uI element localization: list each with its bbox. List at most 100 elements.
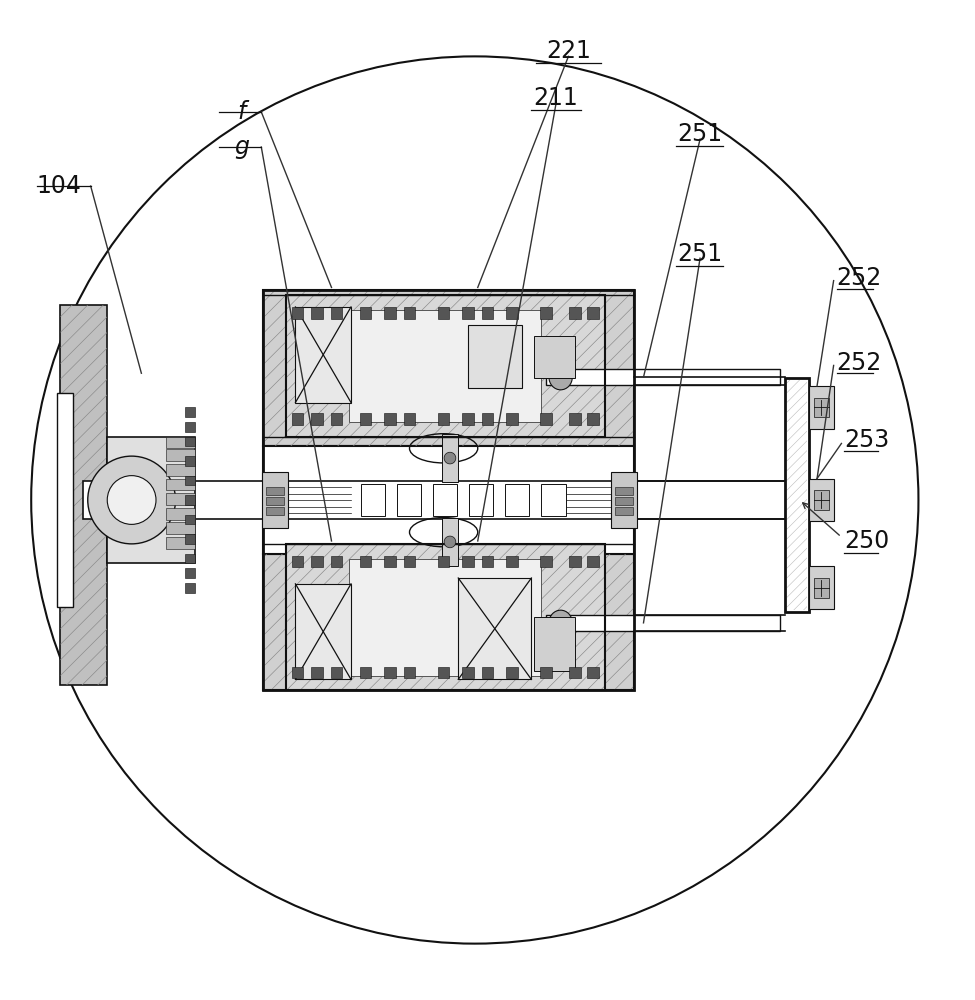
- Polygon shape: [569, 667, 581, 678]
- Polygon shape: [185, 583, 195, 593]
- Polygon shape: [462, 556, 474, 567]
- Polygon shape: [166, 522, 195, 534]
- Polygon shape: [814, 578, 829, 598]
- Polygon shape: [107, 437, 195, 563]
- Polygon shape: [438, 307, 449, 319]
- Polygon shape: [534, 336, 575, 378]
- Polygon shape: [185, 456, 195, 466]
- Polygon shape: [292, 667, 303, 678]
- Polygon shape: [286, 544, 604, 690]
- Polygon shape: [809, 479, 834, 521]
- Polygon shape: [482, 667, 493, 678]
- Polygon shape: [468, 324, 522, 388]
- Polygon shape: [506, 556, 518, 567]
- Polygon shape: [587, 413, 599, 425]
- Polygon shape: [166, 537, 195, 549]
- Polygon shape: [540, 556, 552, 567]
- Polygon shape: [185, 554, 195, 563]
- Polygon shape: [331, 307, 342, 319]
- Polygon shape: [611, 472, 637, 528]
- Polygon shape: [814, 490, 829, 510]
- Polygon shape: [569, 307, 581, 319]
- Polygon shape: [809, 566, 834, 609]
- Polygon shape: [311, 556, 323, 567]
- Polygon shape: [60, 305, 107, 685]
- Polygon shape: [263, 554, 634, 690]
- Polygon shape: [785, 378, 809, 612]
- Text: 252: 252: [837, 351, 881, 375]
- Polygon shape: [185, 422, 195, 432]
- Circle shape: [445, 536, 456, 548]
- Polygon shape: [587, 307, 599, 319]
- Polygon shape: [295, 584, 351, 679]
- Polygon shape: [286, 295, 604, 437]
- Polygon shape: [349, 558, 541, 676]
- Polygon shape: [462, 307, 474, 319]
- Polygon shape: [361, 484, 385, 516]
- Text: 253: 253: [844, 428, 889, 452]
- Polygon shape: [404, 307, 415, 319]
- Polygon shape: [569, 413, 581, 425]
- Text: 250: 250: [844, 529, 889, 553]
- Polygon shape: [262, 472, 288, 528]
- Polygon shape: [166, 464, 195, 476]
- Polygon shape: [546, 369, 780, 385]
- Polygon shape: [292, 307, 303, 319]
- Polygon shape: [331, 556, 342, 567]
- Polygon shape: [384, 556, 396, 567]
- Polygon shape: [458, 578, 531, 679]
- Polygon shape: [482, 307, 493, 319]
- Polygon shape: [506, 307, 518, 319]
- Polygon shape: [185, 568, 195, 578]
- Polygon shape: [587, 667, 599, 678]
- Polygon shape: [266, 487, 284, 495]
- Polygon shape: [292, 556, 303, 567]
- Polygon shape: [397, 484, 421, 516]
- Polygon shape: [534, 617, 575, 671]
- Circle shape: [445, 452, 456, 464]
- Polygon shape: [360, 413, 371, 425]
- Polygon shape: [546, 615, 780, 631]
- Text: f: f: [238, 100, 246, 124]
- Polygon shape: [541, 484, 565, 516]
- Polygon shape: [438, 556, 449, 567]
- Polygon shape: [185, 515, 195, 524]
- Polygon shape: [384, 413, 396, 425]
- Polygon shape: [469, 484, 493, 516]
- Polygon shape: [266, 507, 284, 515]
- Polygon shape: [615, 507, 633, 515]
- Polygon shape: [83, 481, 790, 519]
- Circle shape: [88, 456, 176, 544]
- Polygon shape: [331, 667, 342, 678]
- Polygon shape: [331, 413, 342, 425]
- Text: 104: 104: [36, 174, 81, 198]
- Text: 251: 251: [678, 242, 722, 266]
- Polygon shape: [360, 667, 371, 678]
- Polygon shape: [442, 518, 458, 566]
- Polygon shape: [185, 495, 195, 505]
- Polygon shape: [505, 484, 529, 516]
- Text: 221: 221: [546, 39, 591, 64]
- Polygon shape: [814, 398, 829, 417]
- Polygon shape: [587, 556, 599, 567]
- Polygon shape: [442, 434, 458, 482]
- Polygon shape: [404, 413, 415, 425]
- Polygon shape: [166, 479, 195, 490]
- Polygon shape: [438, 413, 449, 425]
- Polygon shape: [166, 449, 195, 461]
- Text: 211: 211: [533, 86, 578, 110]
- Polygon shape: [360, 307, 371, 319]
- Polygon shape: [166, 493, 195, 505]
- Polygon shape: [404, 556, 415, 567]
- Polygon shape: [384, 667, 396, 678]
- Polygon shape: [462, 667, 474, 678]
- Ellipse shape: [549, 610, 572, 636]
- Polygon shape: [185, 476, 195, 485]
- Polygon shape: [185, 407, 195, 417]
- Text: 251: 251: [678, 122, 722, 146]
- Polygon shape: [482, 556, 493, 567]
- Polygon shape: [57, 393, 73, 607]
- Polygon shape: [615, 487, 633, 495]
- Polygon shape: [404, 667, 415, 678]
- Text: 252: 252: [837, 266, 881, 290]
